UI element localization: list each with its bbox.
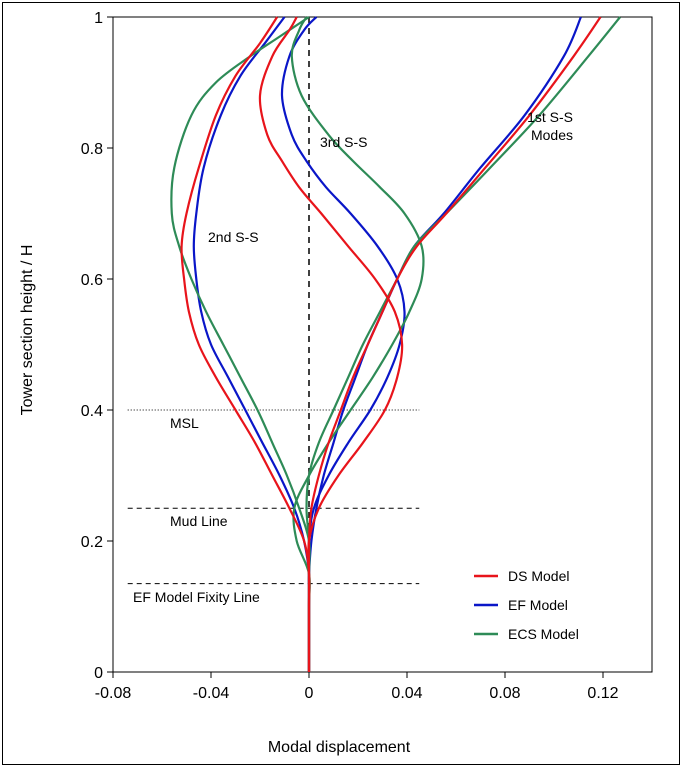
x-tick-label: 0.04 [391,685,422,702]
y-tick-label: 0 [94,665,103,682]
series-line-ds-model-3rdss [258,16,404,672]
series-line-ef-model-2ndss [192,16,311,672]
annotation-1st-ss-line1: 1st S-S [527,109,573,125]
plot-area [112,16,653,673]
y-tick-label: 0.4 [81,403,103,420]
reference-lines [127,17,420,672]
axes: -0.08 -0.04 0 0.04 0.08 0.12 0 0.2 0.4 0.6 0.8 1 [81,10,619,702]
x-tick-label: 0 [305,685,314,702]
y-tick-label: 0.8 [81,141,103,158]
legend-label: ECS Model [508,626,579,642]
series-layer [170,16,621,672]
series-line-ef-model-3rdss [280,16,406,672]
annotation-1st-ss-modes: 1st S-S Modes [527,109,577,143]
annotation-3rd-ss: 3rd S-S [320,134,367,150]
label-msl: MSL [170,415,199,431]
x-tick-label: 0.08 [489,685,520,702]
label-mud-line: Mud Line [170,513,228,529]
series-line-ds-model-2ndss [180,16,311,672]
x-axis-label: Modal displacement [268,739,411,756]
annotation-1st-ss-line2: Modes [531,127,573,143]
y-tick-label: 0.2 [81,534,103,551]
series-line-ecs-model-2ndss [170,16,311,672]
x-tick-label: 0.12 [587,685,618,702]
y-axis-label: Tower section height / H [19,245,36,416]
legend: DS Model EF Model ECS Model [474,568,579,642]
annotation-2nd-ss: 2nd S-S [208,229,259,245]
y-tick-label: 1 [94,10,103,27]
x-tick-label: -0.08 [95,685,132,702]
plot-border [112,16,653,673]
legend-label: DS Model [508,568,569,584]
label-ef-fixity-line: EF Model Fixity Line [133,589,260,605]
legend-label: EF Model [508,597,568,613]
y-tick-label: 0.6 [81,272,103,289]
x-tick-label: -0.04 [193,685,230,702]
series-line-ecs-model-3rdss [290,16,425,672]
